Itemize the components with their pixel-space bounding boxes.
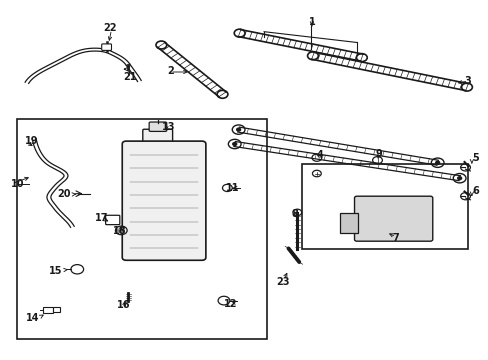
- Text: 9: 9: [375, 149, 382, 159]
- FancyBboxPatch shape: [142, 129, 172, 146]
- FancyBboxPatch shape: [149, 122, 166, 131]
- Text: 7: 7: [392, 233, 399, 243]
- Text: 23: 23: [275, 276, 289, 287]
- Text: 16: 16: [116, 300, 130, 310]
- Text: 8: 8: [290, 209, 297, 219]
- Bar: [53, 307, 60, 312]
- FancyBboxPatch shape: [105, 215, 120, 225]
- FancyBboxPatch shape: [102, 44, 111, 50]
- Circle shape: [457, 177, 461, 180]
- Text: 11: 11: [225, 183, 239, 193]
- Text: 17: 17: [95, 213, 108, 223]
- Circle shape: [118, 228, 124, 233]
- Bar: [17, 119, 266, 339]
- Text: 3: 3: [464, 76, 470, 86]
- Text: 10: 10: [11, 179, 24, 189]
- FancyBboxPatch shape: [354, 196, 432, 241]
- Text: 5: 5: [471, 153, 478, 163]
- FancyBboxPatch shape: [122, 141, 205, 260]
- Text: 4: 4: [316, 150, 323, 160]
- Text: 6: 6: [471, 186, 478, 196]
- Circle shape: [236, 128, 240, 131]
- Text: 18: 18: [113, 226, 126, 236]
- Circle shape: [435, 161, 439, 164]
- Bar: [339, 213, 358, 233]
- Text: 13: 13: [162, 122, 175, 132]
- Text: 2: 2: [166, 66, 173, 76]
- Circle shape: [232, 143, 236, 145]
- Text: 15: 15: [49, 266, 62, 276]
- Bar: [43, 307, 53, 313]
- Text: 21: 21: [122, 72, 136, 82]
- Text: 20: 20: [57, 189, 71, 199]
- Text: 22: 22: [103, 23, 117, 33]
- Text: 12: 12: [224, 299, 237, 309]
- Text: 1: 1: [308, 17, 315, 27]
- Bar: [302, 164, 468, 249]
- Text: 19: 19: [24, 136, 38, 146]
- Text: 14: 14: [25, 312, 39, 323]
